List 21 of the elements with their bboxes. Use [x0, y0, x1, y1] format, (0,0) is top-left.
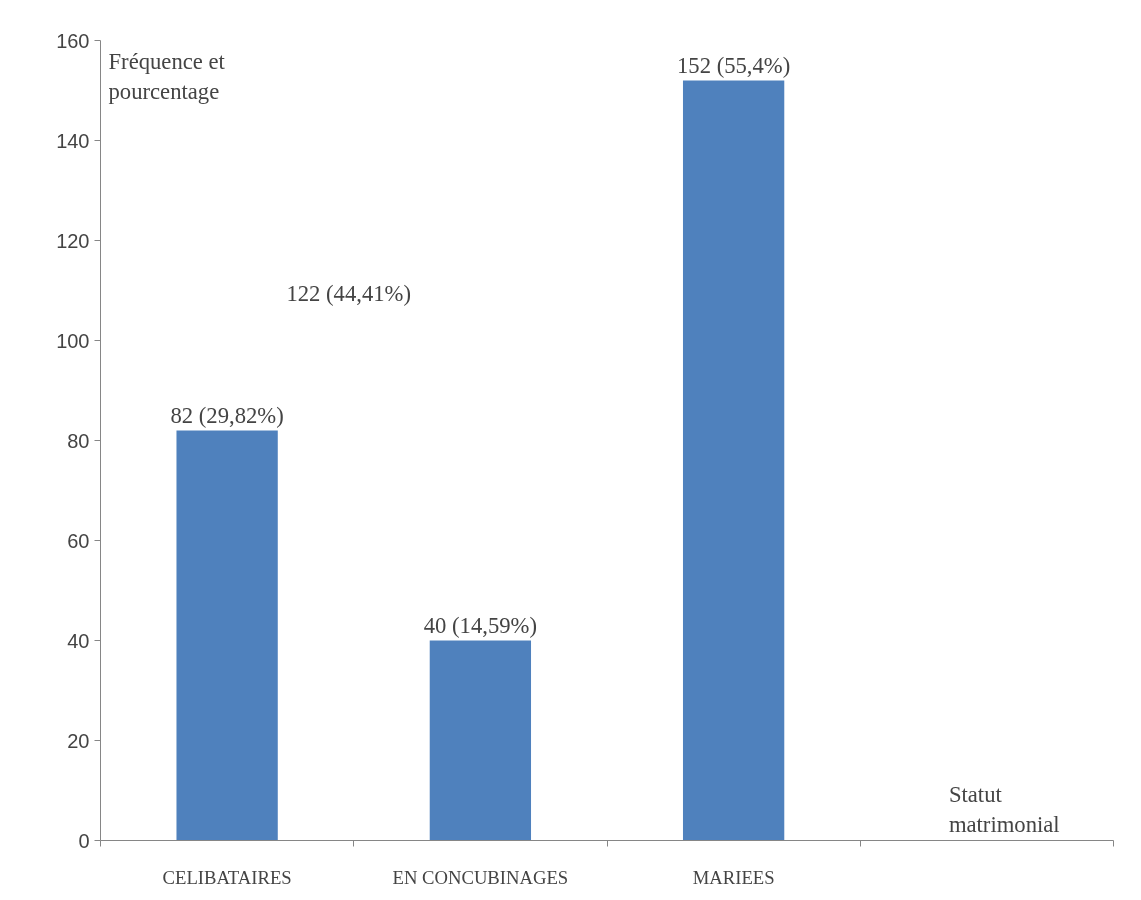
data-label: 40 (14,59%) — [423, 612, 538, 638]
bar — [429, 640, 532, 841]
y-tick-label: 160 — [56, 29, 90, 52]
y-tick-label: 0 — [78, 829, 90, 852]
x-tick-label: MARIEES — [692, 866, 775, 888]
y-tick-label: 100 — [56, 329, 90, 352]
x-tick-label: EN CONCUBINAGES — [392, 866, 569, 888]
y-tick-label: 60 — [67, 529, 90, 552]
data-label: 82 (29,82%) — [170, 402, 284, 428]
x-axis-title: Statut matrimonial — [948, 781, 1060, 837]
annotation: 122 (44,41%) — [286, 280, 411, 306]
bar — [682, 80, 785, 841]
bar — [176, 430, 278, 841]
x-tick-label: CELIBATAIRES — [162, 866, 292, 888]
y-tick-label: 40 — [67, 629, 90, 652]
y-tick-label: 20 — [67, 729, 90, 752]
y-tick-label: 120 — [56, 229, 90, 252]
data-label: 152 (55,4%) — [677, 52, 791, 78]
y-tick-label: 80 — [67, 429, 90, 452]
y-axis-title: Fréquence et pourcentage — [108, 48, 226, 104]
y-tick-label: 140 — [56, 129, 90, 152]
